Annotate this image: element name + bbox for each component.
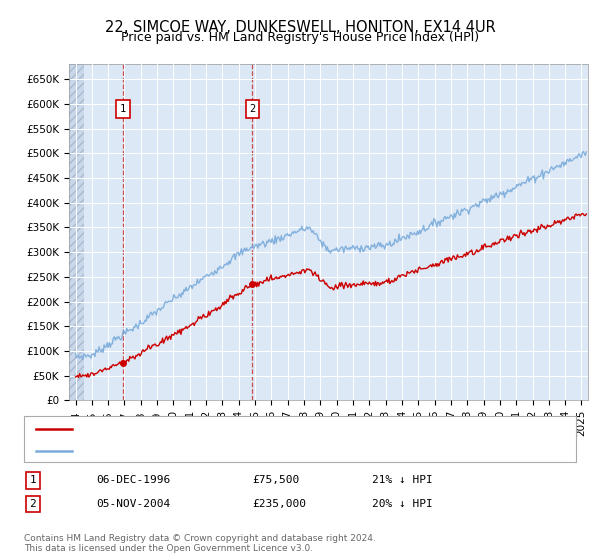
Text: 05-NOV-2004: 05-NOV-2004 xyxy=(96,499,170,509)
Text: 20% ↓ HPI: 20% ↓ HPI xyxy=(372,499,433,509)
Text: 1: 1 xyxy=(29,475,37,486)
Text: 2: 2 xyxy=(250,104,256,114)
Text: Price paid vs. HM Land Registry's House Price Index (HPI): Price paid vs. HM Land Registry's House … xyxy=(121,31,479,44)
Text: 22, SIMCOE WAY, DUNKESWELL, HONITON, EX14 4UR: 22, SIMCOE WAY, DUNKESWELL, HONITON, EX1… xyxy=(104,20,496,35)
Text: 22, SIMCOE WAY, DUNKESWELL, HONITON, EX14 4UR (detached house): 22, SIMCOE WAY, DUNKESWELL, HONITON, EX1… xyxy=(81,424,481,434)
Text: 2: 2 xyxy=(29,499,37,509)
Text: 06-DEC-1996: 06-DEC-1996 xyxy=(96,475,170,486)
Text: Contains HM Land Registry data © Crown copyright and database right 2024.
This d: Contains HM Land Registry data © Crown c… xyxy=(24,534,376,553)
Text: £75,500: £75,500 xyxy=(252,475,299,486)
Text: 1: 1 xyxy=(120,104,127,114)
Text: HPI: Average price, detached house, East Devon: HPI: Average price, detached house, East… xyxy=(81,446,351,455)
Text: 21% ↓ HPI: 21% ↓ HPI xyxy=(372,475,433,486)
Text: £235,000: £235,000 xyxy=(252,499,306,509)
